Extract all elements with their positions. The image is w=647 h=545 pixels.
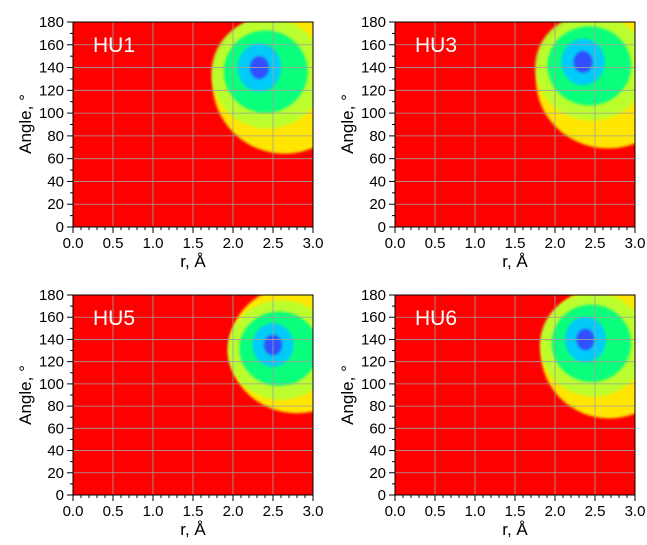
x-axis-ticks: 0.0 0.5 1.0 1.5 2.0 2.5 3.0 (385, 495, 646, 520)
y-tick-label: 0 (56, 487, 64, 504)
x-axis-title: r, Å (180, 252, 206, 271)
x-tick-label: 2.5 (585, 503, 606, 520)
y-tick-label: 0 (56, 219, 64, 236)
y-axis-title: Angle, ° (338, 365, 357, 425)
y-tick-label: 120 (39, 354, 64, 371)
x-axis-title: r, Å (180, 520, 206, 539)
y-axis-title: Angle, ° (16, 94, 35, 154)
y-tick-label: 20 (47, 465, 64, 482)
x-tick-label: 3.0 (303, 503, 324, 520)
x-tick-label: 2.5 (263, 235, 284, 252)
panel-hu5: 0 20 40 60 80 100 120 140 160 180 0.0 0.5 1.0 1.5 2.0… (16, 287, 324, 539)
x-tick-label: 3.0 (625, 503, 646, 520)
x-tick-label: 0.0 (63, 503, 84, 520)
x-tick-label: 0.5 (103, 235, 124, 252)
x-axis-ticks: 0.0 0.5 1.0 1.5 2.0 2.5 3.0 (385, 227, 646, 252)
y-tick-label: 40 (47, 443, 64, 460)
panel-label: HU3 (415, 34, 457, 57)
x-axis-ticks: 0.0 0.5 1.0 1.5 2.0 2.5 3.0 (63, 227, 324, 252)
y-tick-label: 80 (47, 398, 64, 415)
y-tick-label: 80 (47, 128, 64, 145)
y-tick-label: 160 (39, 37, 64, 54)
y-tick-label: 100 (361, 105, 386, 122)
x-tick-label: 2.5 (585, 235, 606, 252)
x-tick-label: 2.0 (223, 235, 244, 252)
panel-hu3: 0 20 40 60 80 100 120 140 160 180 0.0 0.5 1.0 1.5 2.0… (338, 14, 646, 271)
x-tick-label: 1.0 (143, 503, 164, 520)
y-tick-label: 40 (369, 173, 386, 190)
y-tick-label: 100 (39, 376, 64, 393)
panel-label: HU5 (93, 307, 135, 330)
y-tick-label: 100 (39, 105, 64, 122)
x-tick-label: 1.0 (465, 235, 486, 252)
x-tick-label: 1.5 (183, 503, 204, 520)
y-axis-ticks: 0 20 40 60 80 100 120 140 160 180 (361, 14, 395, 236)
x-tick-label: 1.0 (143, 235, 164, 252)
x-tick-label: 2.0 (545, 235, 566, 252)
y-tick-label: 140 (361, 331, 386, 348)
y-tick-label: 80 (369, 128, 386, 145)
x-axis-title: r, Å (502, 520, 528, 539)
y-tick-label: 60 (369, 420, 386, 437)
x-tick-label: 1.5 (505, 503, 526, 520)
x-tick-label: 2.0 (223, 503, 244, 520)
y-tick-label: 20 (369, 465, 386, 482)
x-tick-label: 1.0 (465, 503, 486, 520)
y-tick-label: 20 (47, 196, 64, 213)
panel-label: HU6 (415, 307, 457, 330)
y-tick-label: 60 (47, 420, 64, 437)
x-tick-label: 0.0 (385, 235, 406, 252)
x-tick-label: 1.5 (505, 235, 526, 252)
y-axis-ticks: 0 20 40 60 80 100 120 140 160 180 (361, 287, 395, 504)
y-tick-label: 120 (361, 354, 386, 371)
y-tick-label: 0 (378, 487, 386, 504)
y-tick-label: 60 (47, 151, 64, 168)
y-tick-label: 140 (361, 60, 386, 77)
y-tick-label: 100 (361, 376, 386, 393)
density-layer (573, 51, 593, 73)
y-axis-ticks: 0 20 40 60 80 100 120 140 160 180 (39, 14, 73, 236)
x-tick-label: 3.0 (625, 235, 646, 252)
y-tick-label: 140 (39, 331, 64, 348)
y-tick-label: 160 (39, 309, 64, 326)
y-tick-label: 160 (361, 37, 386, 54)
y-tick-label: 40 (47, 173, 64, 190)
y-tick-label: 60 (369, 151, 386, 168)
y-tick-label: 20 (369, 196, 386, 213)
x-tick-label: 0.5 (425, 235, 446, 252)
x-tick-label: 1.5 (183, 235, 204, 252)
y-axis-title: Angle, ° (338, 94, 357, 154)
x-axis-ticks: 0.0 0.5 1.0 1.5 2.0 2.5 3.0 (63, 495, 324, 520)
x-tick-label: 0.5 (425, 503, 446, 520)
y-axis-title: Angle, ° (16, 365, 35, 425)
y-tick-label: 180 (361, 287, 386, 304)
y-tick-label: 160 (361, 309, 386, 326)
x-tick-label: 3.0 (303, 235, 324, 252)
density-cloud (535, 22, 635, 149)
x-axis-title: r, Å (502, 252, 528, 271)
panel-hu1: 0 20 40 60 80 100 120 140 160 180 0.0 0.5 1.0 1.5 2.0… (16, 14, 324, 271)
y-tick-label: 120 (361, 82, 386, 99)
x-tick-label: 0.5 (103, 503, 124, 520)
density-cloud (540, 295, 635, 419)
y-tick-label: 0 (378, 219, 386, 236)
y-tick-label: 140 (39, 60, 64, 77)
density-cloud (211, 22, 313, 154)
y-axis-ticks: 0 20 40 60 80 100 120 140 160 180 (39, 287, 73, 504)
x-tick-label: 0.0 (385, 503, 406, 520)
y-tick-label: 120 (39, 82, 64, 99)
x-tick-label: 2.5 (263, 503, 284, 520)
y-tick-label: 80 (369, 398, 386, 415)
panel-label: HU1 (93, 34, 135, 57)
y-tick-label: 180 (39, 287, 64, 304)
x-tick-label: 2.0 (545, 503, 566, 520)
y-tick-label: 180 (39, 14, 64, 31)
y-tick-label: 180 (361, 14, 386, 31)
panel-hu6: 0 20 40 60 80 100 120 140 160 180 0.0 0.5 1.0 1.5 2.0… (338, 287, 646, 539)
y-tick-label: 40 (369, 443, 386, 460)
x-tick-label: 0.0 (63, 235, 84, 252)
